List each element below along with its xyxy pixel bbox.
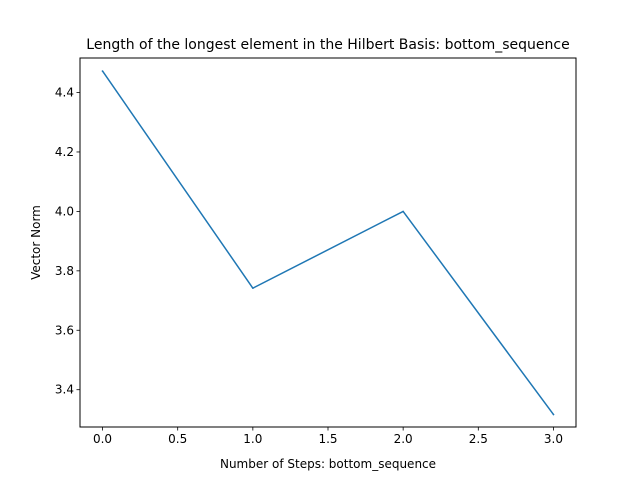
y-tick-label: 4.4 <box>55 86 74 100</box>
x-tick-label: 3.0 <box>544 432 563 446</box>
data-layer <box>101 70 555 416</box>
x-tick-label: 0.0 <box>93 432 112 446</box>
y-tick-label: 4.0 <box>55 204 74 218</box>
chart-title: Length of the longest element in the Hil… <box>86 37 569 53</box>
y-tick-label: 3.6 <box>55 323 74 337</box>
y-axis-label: Vector Norm <box>29 205 43 280</box>
x-tick-label: 1.5 <box>318 432 337 446</box>
data-point <box>552 413 555 416</box>
y-tick-label: 3.8 <box>55 264 74 278</box>
x-tick-label: 1.0 <box>243 432 262 446</box>
ticks-layer: 0.0 0.5 1.0 1.5 2.0 2.5 3.0 3.4 3.6 3.8 4.0 4.2 4.4 <box>55 86 563 446</box>
data-point <box>252 287 254 289</box>
y-tick-label: 4.2 <box>55 145 74 159</box>
data-point <box>101 70 104 72</box>
x-tick-label: 2.5 <box>469 432 488 446</box>
y-tick-label: 3.4 <box>55 383 74 397</box>
x-axis-label: Number of Steps: bottom_sequence <box>220 457 436 471</box>
plot-frame <box>79 57 577 428</box>
x-tick-label: 0.5 <box>168 432 187 446</box>
series-line-0 <box>101 70 555 416</box>
data-point <box>402 210 404 213</box>
plot-area <box>80 58 576 427</box>
x-tick-label: 2.0 <box>394 432 413 446</box>
